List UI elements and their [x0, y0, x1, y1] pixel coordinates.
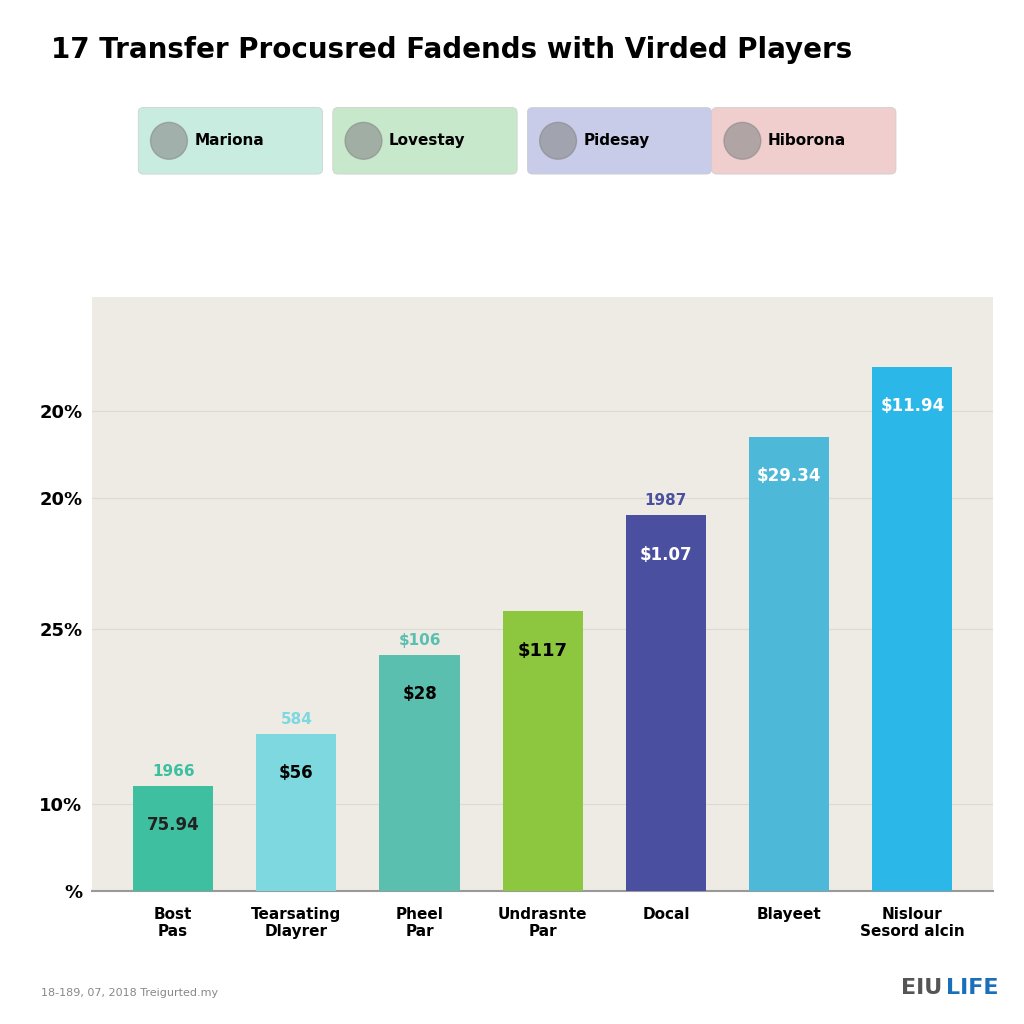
Bar: [503, 611, 583, 891]
Text: $1.07: $1.07: [640, 546, 692, 563]
Text: 584: 584: [281, 712, 312, 727]
Bar: [256, 733, 336, 891]
Text: $11.94: $11.94: [881, 397, 944, 415]
Text: 18-189, 07, 2018 Treigurted.my: 18-189, 07, 2018 Treigurted.my: [41, 988, 218, 998]
Text: 17 Transfer Procusred Fadends with Virded Players: 17 Transfer Procusred Fadends with Virde…: [51, 36, 852, 63]
Text: EIU: EIU: [901, 978, 950, 998]
Text: 1987: 1987: [645, 494, 687, 508]
Text: 1966: 1966: [152, 764, 195, 779]
Text: Pidesay: Pidesay: [584, 133, 650, 148]
Text: Lovestay: Lovestay: [389, 133, 466, 148]
Bar: [872, 367, 952, 891]
Text: $106: $106: [398, 633, 440, 648]
Text: 75.94: 75.94: [146, 816, 200, 835]
Text: $117: $117: [518, 642, 567, 659]
Bar: [380, 655, 460, 891]
Text: Mariona: Mariona: [195, 133, 264, 148]
Bar: [626, 515, 706, 891]
Text: $56: $56: [279, 764, 313, 782]
Text: $28: $28: [402, 685, 437, 703]
Text: LIFE: LIFE: [946, 978, 998, 998]
Text: $29.34: $29.34: [757, 467, 821, 485]
Bar: [750, 436, 829, 891]
Bar: [133, 786, 213, 891]
Text: Hiborona: Hiborona: [768, 133, 846, 148]
